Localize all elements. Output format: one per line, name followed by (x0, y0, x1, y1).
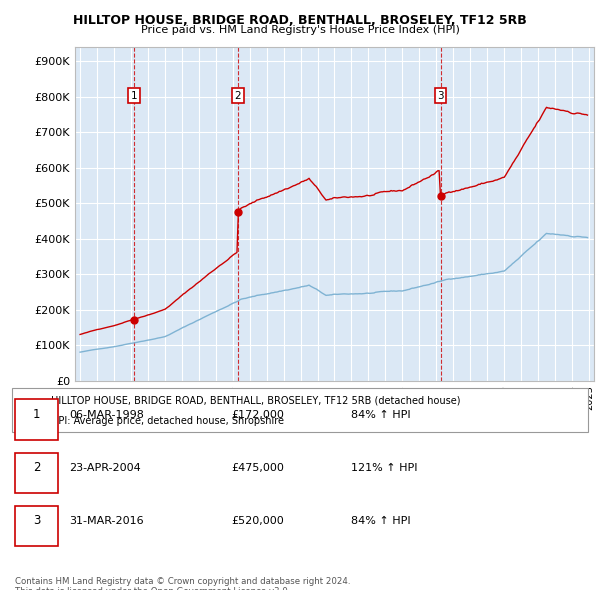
Text: 121% ↑ HPI: 121% ↑ HPI (351, 463, 418, 473)
Text: HILLTOP HOUSE, BRIDGE ROAD, BENTHALL, BROSELEY, TF12 5RB: HILLTOP HOUSE, BRIDGE ROAD, BENTHALL, BR… (73, 14, 527, 27)
Text: HILLTOP HOUSE, BRIDGE ROAD, BENTHALL, BROSELEY, TF12 5RB (detached house): HILLTOP HOUSE, BRIDGE ROAD, BENTHALL, BR… (51, 395, 461, 405)
Text: Contains HM Land Registry data © Crown copyright and database right 2024.
This d: Contains HM Land Registry data © Crown c… (15, 577, 350, 590)
Text: 2: 2 (235, 90, 241, 100)
Text: 1: 1 (33, 408, 40, 421)
Text: 2: 2 (33, 461, 40, 474)
Text: 06-MAR-1998: 06-MAR-1998 (69, 410, 144, 419)
Text: £520,000: £520,000 (231, 516, 284, 526)
Text: 84% ↑ HPI: 84% ↑ HPI (351, 516, 410, 526)
Text: 84% ↑ HPI: 84% ↑ HPI (351, 410, 410, 419)
Text: Price paid vs. HM Land Registry's House Price Index (HPI): Price paid vs. HM Land Registry's House … (140, 25, 460, 35)
FancyBboxPatch shape (12, 388, 588, 432)
Text: HPI: Average price, detached house, Shropshire: HPI: Average price, detached house, Shro… (51, 417, 284, 426)
Text: 23-APR-2004: 23-APR-2004 (69, 463, 141, 473)
Text: £475,000: £475,000 (231, 463, 284, 473)
Text: 1: 1 (131, 90, 137, 100)
Text: £172,000: £172,000 (231, 410, 284, 419)
Text: 31-MAR-2016: 31-MAR-2016 (69, 516, 143, 526)
Text: 3: 3 (437, 90, 444, 100)
Text: 3: 3 (33, 514, 40, 527)
